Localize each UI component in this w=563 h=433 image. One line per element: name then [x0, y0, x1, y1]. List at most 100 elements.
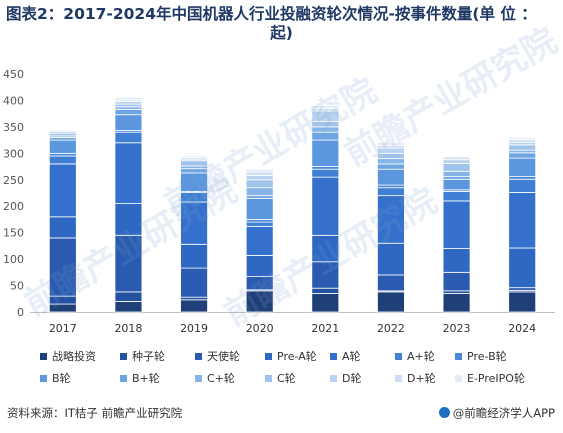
bar-segment [377, 163, 405, 170]
bar-segment [48, 303, 77, 313]
bar-segment [311, 176, 340, 236]
legend-swatch [40, 374, 47, 382]
bar-segment [180, 192, 208, 203]
bar-segment [377, 168, 405, 186]
bar-segment [508, 247, 537, 289]
bar-segment [180, 299, 208, 313]
legend-item: C+轮 [195, 370, 235, 386]
bar-segment [48, 129, 77, 131]
y-tick-label: 300 [3, 147, 24, 160]
legend-item: Pre-B轮 [455, 348, 507, 364]
chart-title-line2: 起) [270, 24, 293, 42]
legend-label: 天使轮 [207, 350, 240, 363]
bar-segment [311, 121, 340, 128]
legend-label: D轮 [342, 372, 362, 385]
bar-segment [180, 201, 208, 245]
x-tick-label: 2017 [49, 322, 77, 335]
legend-swatch [195, 374, 202, 382]
legend-label: C+轮 [207, 372, 235, 385]
bar-segment [245, 175, 274, 181]
bar-segment [311, 234, 340, 263]
bar-segment [508, 157, 537, 178]
bar-segment [245, 168, 274, 173]
bar-segment [245, 221, 274, 227]
legend-item: 天使轮 [195, 348, 240, 364]
bar-segment [377, 147, 405, 154]
legend-label: E-PreIPO轮 [467, 372, 525, 385]
y-tick-label: 250 [3, 174, 24, 187]
bar-segment [377, 195, 405, 244]
bar-segment [48, 155, 77, 165]
y-tick-label: 50 [10, 280, 24, 293]
legend-label: C轮 [277, 372, 296, 385]
y-tick-label: 350 [3, 121, 24, 134]
bar-segment [311, 131, 340, 141]
x-tick-label: 2019 [180, 322, 208, 335]
chart-title-line1: 图表2：2017-2024年中国机器人行业投融资轮次情况-按事件数量(单 位 ： [6, 5, 537, 23]
bar-segment [311, 126, 340, 133]
source-text: 资料来源：IT桔子 前瞻产业研究院 [7, 406, 183, 420]
legend-label: B+轮 [132, 372, 160, 385]
legend-swatch [330, 352, 337, 360]
legend-item: B轮 [40, 370, 71, 386]
legend-item: D+轮 [395, 370, 436, 386]
x-tick-label: 2023 [443, 322, 471, 335]
legend-item: D轮 [330, 370, 361, 386]
bar-segment [442, 155, 471, 158]
bar-segment [114, 142, 143, 204]
bar-segment [245, 171, 274, 176]
bar-segment [114, 291, 143, 302]
bar-segment [114, 114, 143, 131]
bar-segment [48, 295, 77, 305]
legend-label: 种子轮 [132, 350, 165, 363]
legend-swatch [455, 352, 462, 360]
x-tick-label: 2018 [114, 322, 142, 335]
chart-title: 图表2：2017-2024年中国机器人行业投融资轮次情况-按事件数量(单 位 ：… [6, 5, 557, 43]
footer: 资料来源：IT桔子 前瞻产业研究院 @前瞻经济学人APP [0, 399, 563, 433]
bar-segment [442, 191, 471, 202]
legend-item: A轮 [330, 348, 361, 364]
bar-segment [245, 276, 274, 291]
bar-segment [377, 274, 405, 292]
bar-segment [311, 168, 340, 178]
legend-label: B轮 [52, 372, 71, 385]
bar-segment [377, 158, 405, 165]
bar-segment [377, 291, 405, 313]
legend-label: A轮 [342, 350, 361, 363]
legend-label: A+轮 [407, 350, 435, 363]
bar-segment [311, 139, 340, 167]
x-tick-label: 2020 [246, 322, 274, 335]
bar-segment [377, 142, 405, 146]
legend-label: 战略投资 [52, 350, 96, 363]
legend-swatch [120, 374, 127, 382]
legend-label: Pre-B轮 [467, 350, 507, 363]
bar-segment [442, 159, 471, 164]
bar-segment [377, 242, 405, 276]
bar-segment [508, 178, 537, 193]
bar-segment [180, 267, 208, 298]
legend-item: E-PreIPO轮 [455, 370, 525, 386]
y-tick-label: 450 [3, 68, 24, 81]
legend-swatch [395, 352, 402, 360]
bar-segment [442, 248, 471, 273]
bar-segment [48, 216, 77, 239]
bar-segment [114, 96, 143, 101]
legend-swatch [265, 352, 272, 360]
bar-segment [311, 110, 340, 123]
bar-segment [311, 293, 340, 313]
legend-swatch [40, 352, 47, 360]
bar-segment [180, 243, 208, 269]
bar-segment [180, 172, 208, 192]
bar-segment [114, 234, 143, 293]
bar-segment [442, 178, 471, 191]
bar-segment [48, 237, 77, 297]
legend-swatch [195, 352, 202, 360]
bar-segment [377, 187, 405, 197]
legend-swatch [120, 352, 127, 360]
bar-segment [114, 301, 143, 313]
brand-credit: @前瞻经济学人APP [438, 405, 555, 421]
bar-segment [442, 293, 471, 313]
x-tick-label: 2022 [377, 322, 405, 335]
legend-swatch [455, 374, 462, 382]
bar-segment [311, 105, 340, 109]
